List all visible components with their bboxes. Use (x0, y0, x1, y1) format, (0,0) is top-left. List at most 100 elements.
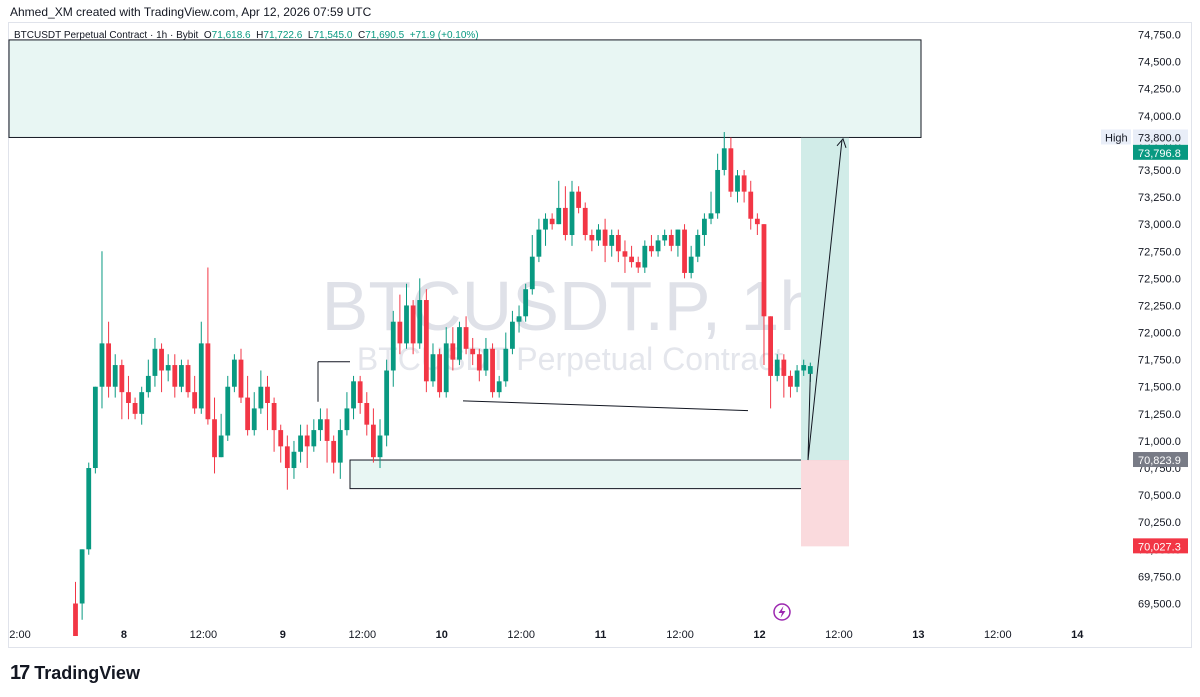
projection-arrowhead (836, 137, 847, 148)
candle-body (430, 354, 436, 382)
watermark-title: BTCUSDT.P, 1h (322, 267, 819, 345)
candle-body (735, 175, 740, 192)
candle-body (781, 359, 787, 376)
candle-body (344, 408, 350, 431)
x-tick-label: 11 (595, 629, 607, 641)
y-tick-label: 69,750.0 (1138, 571, 1181, 583)
y-tick-label: 73,500.0 (1138, 165, 1181, 177)
candle-body (655, 240, 661, 252)
candle-body (112, 365, 118, 387)
candle-body (569, 191, 575, 236)
candle-body (258, 386, 264, 409)
y-tick-label: 70,250.0 (1138, 517, 1181, 529)
candle-body (265, 386, 270, 403)
candle-body (159, 348, 164, 371)
candle-body (609, 235, 615, 246)
candle-body (794, 370, 800, 387)
candle-body (324, 419, 330, 441)
candle-body (304, 435, 310, 447)
target-price-tag (1133, 144, 1188, 160)
candle-body (543, 218, 548, 230)
candle-body (437, 354, 442, 393)
y-tick-label: 71,500.0 (1138, 382, 1181, 394)
position-stop-area (801, 460, 849, 547)
y-tick-label: 72,250.0 (1138, 300, 1181, 312)
candle-body (695, 235, 701, 257)
candle-body (615, 235, 621, 252)
chart-pane[interactable] (8, 22, 1192, 648)
candle-body (198, 343, 204, 409)
legend-change: +71.9 (+0.10%) (409, 30, 479, 41)
high-label-tag (1101, 129, 1131, 145)
candle-body (192, 392, 198, 409)
x-tick-label: 13 (912, 629, 924, 641)
candle-body (748, 191, 754, 219)
legend-close-label: C (357, 30, 366, 41)
y-tick-label: 72,000.0 (1138, 328, 1181, 340)
candle-body (152, 348, 158, 376)
legend-open: 71,618.6 (211, 30, 251, 41)
y-tick-label: 71,750.0 (1138, 355, 1181, 367)
candle-body (702, 218, 707, 236)
x-tick-label: 2:00 (9, 629, 30, 641)
x-tick-label: 14 (1071, 629, 1084, 641)
candle-body (73, 603, 78, 637)
entry-price-tag (1133, 452, 1188, 468)
candle-body (311, 430, 317, 447)
x-tick-label: 10 (436, 629, 448, 641)
candle-body (79, 549, 85, 604)
y-tick-label: 72,750.0 (1138, 246, 1181, 258)
tradingview-logo-icon: 17 (10, 661, 30, 684)
legend-high: 71,722.6 (263, 30, 303, 41)
candle-body (490, 348, 495, 393)
candle-body (132, 402, 138, 414)
supply-zone-box (8, 39, 922, 138)
y-tick-label: 71,250.0 (1138, 409, 1181, 421)
candle-body (788, 375, 793, 387)
candle-body (404, 305, 409, 344)
legend-close: 71,690.5 (365, 30, 405, 41)
candle-body (245, 397, 251, 431)
swing-low-line (462, 400, 749, 412)
candle-body (662, 235, 668, 241)
high-price-text: 73,800.0 (1138, 132, 1181, 144)
tradingview-brand-text: TradingView (34, 662, 140, 683)
candle-body (377, 435, 383, 458)
x-tick-label: 9 (280, 629, 286, 641)
candle-body (457, 327, 462, 360)
candle-body (443, 343, 449, 393)
candle-body (774, 359, 780, 376)
watermark-subtitle: BTCUSDT Perpetual Contract (357, 341, 783, 377)
candle-body (185, 365, 191, 393)
candle-body (596, 229, 601, 241)
candle-body (715, 169, 721, 214)
candle-body (291, 451, 297, 469)
legend-open-label: O (203, 30, 212, 41)
candle-body (371, 424, 376, 458)
candle-body (179, 365, 184, 387)
candle-body (470, 348, 476, 355)
candle-body (801, 365, 807, 371)
candle-body (807, 366, 813, 374)
y-tick-label: 74,000.0 (1138, 111, 1181, 123)
candle-body (556, 207, 562, 225)
legend-high-label: H (256, 30, 264, 41)
high-label-prefix: High (1105, 132, 1128, 144)
x-tick-label: 12:00 (507, 629, 535, 641)
candle-body (761, 224, 767, 317)
y-tick-label: 72,500.0 (1138, 273, 1181, 285)
candle-body (165, 365, 171, 371)
tradingview-logo[interactable]: 17 TradingView (10, 660, 140, 686)
candle-body (675, 229, 681, 246)
y-tick-label: 70,500.0 (1138, 490, 1181, 502)
candle-body (635, 262, 641, 268)
lightning-icon[interactable] (773, 603, 791, 621)
candle-body (450, 343, 456, 360)
candle-body (139, 392, 145, 414)
candle-body (496, 381, 502, 393)
candle-body (721, 148, 727, 170)
target-price-text: 73,796.8 (1138, 148, 1181, 160)
candle-body (741, 175, 747, 192)
stop-price-tag (1133, 538, 1188, 554)
